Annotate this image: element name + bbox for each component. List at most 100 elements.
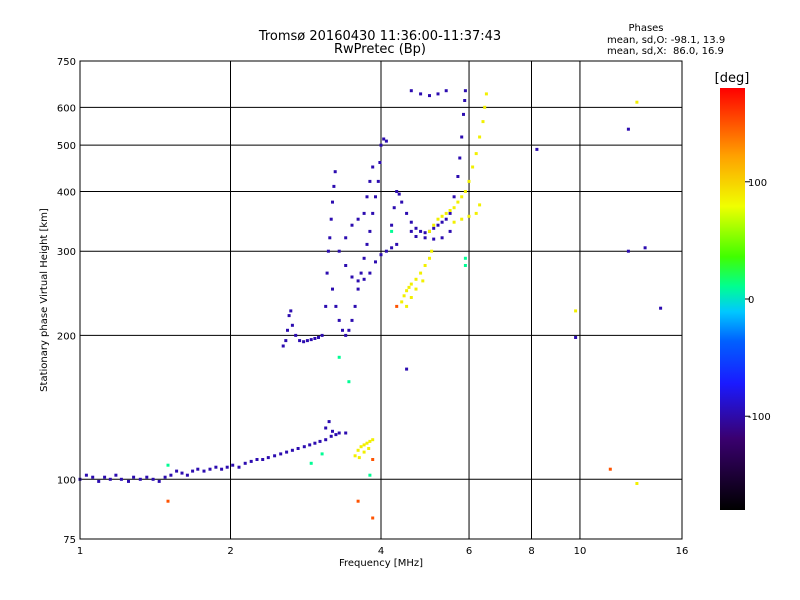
point-o-87 <box>376 179 380 183</box>
x-axis-label: Frequency [MHz] <box>339 558 423 569</box>
y-tick-label-400: 400 <box>57 187 76 198</box>
y-tick-label-75: 75 <box>63 535 76 546</box>
point-scattered-7 <box>337 355 341 359</box>
point-x-25 <box>432 223 436 227</box>
point-o-34 <box>279 452 283 456</box>
point-o-28 <box>243 461 247 465</box>
point-x-36 <box>474 152 478 156</box>
point-x-45 <box>478 203 482 207</box>
point-o-39 <box>308 443 312 447</box>
point-o-43 <box>329 434 333 438</box>
point-o-4 <box>103 475 107 479</box>
point-outliers-1 <box>356 499 360 503</box>
point-o-35 <box>285 450 289 454</box>
point-scattered-1 <box>368 473 372 477</box>
point-o-41 <box>318 439 322 443</box>
point-x-30 <box>452 206 456 210</box>
x-tick-label-8: 8 <box>528 546 534 557</box>
point-o-142 <box>436 92 440 96</box>
point-o-143 <box>444 89 448 93</box>
point-o-30 <box>255 458 259 461</box>
point-x-12 <box>405 289 409 293</box>
point-o-24 <box>220 467 224 471</box>
point-o-98 <box>368 179 372 183</box>
point-x-1 <box>356 448 360 452</box>
point-o-89 <box>379 143 383 147</box>
point-o-91 <box>384 139 388 143</box>
x-tick-label-1: 1 <box>77 546 83 557</box>
point-o-107 <box>384 249 388 253</box>
point-scattered-6 <box>463 264 467 267</box>
point-x-21 <box>409 296 413 299</box>
point-o-15 <box>169 473 173 477</box>
point-x-44 <box>474 211 478 215</box>
point-x-10 <box>400 300 404 304</box>
point-o-149 <box>574 336 578 339</box>
point-o-150 <box>405 367 409 371</box>
point-scattered-3 <box>320 452 324 456</box>
point-o-80 <box>356 287 360 291</box>
point-o-25 <box>225 465 229 469</box>
x-tick-label-16: 16 <box>676 546 689 557</box>
point-o-92 <box>337 249 341 253</box>
grid-lines <box>80 61 682 539</box>
point-outliers-3 <box>371 458 375 461</box>
point-x-35 <box>471 165 475 169</box>
point-o-124 <box>444 217 448 221</box>
y-tick-label-500: 500 <box>57 141 76 152</box>
point-o-58 <box>302 340 306 344</box>
point-o-10 <box>138 477 142 481</box>
point-o-73 <box>334 304 338 308</box>
point-x-9 <box>367 447 371 450</box>
point-o-108 <box>390 246 394 250</box>
point-x-42 <box>460 217 464 221</box>
y-tick-label-100: 100 <box>57 475 76 486</box>
point-o-38 <box>302 445 306 449</box>
point-o-139 <box>409 89 413 93</box>
point-o-44 <box>324 426 328 430</box>
point-o-103 <box>362 277 366 281</box>
point-x-34 <box>467 179 471 183</box>
data-points <box>78 89 663 520</box>
point-o-52 <box>286 328 289 332</box>
point-x-18 <box>428 256 431 260</box>
point-o-146 <box>626 249 630 253</box>
point-o-95 <box>356 217 360 221</box>
point-x-37 <box>478 135 482 139</box>
point-o-74 <box>337 318 341 322</box>
point-o-130 <box>462 112 465 116</box>
point-o-82 <box>362 256 366 260</box>
point-x-2 <box>359 445 363 449</box>
point-scattered-5 <box>463 256 467 260</box>
point-o-84 <box>368 229 372 233</box>
x-tick-label-2: 2 <box>227 546 233 557</box>
point-o-77 <box>347 328 351 332</box>
point-x-14 <box>409 282 413 286</box>
point-x-13 <box>407 285 411 289</box>
point-x-22 <box>414 287 418 291</box>
point-o-137 <box>414 235 418 238</box>
point-o-104 <box>368 271 372 275</box>
point-o-17 <box>180 471 184 475</box>
point-o-119 <box>423 231 427 235</box>
point-x-16 <box>419 271 423 275</box>
point-o-106 <box>379 253 383 257</box>
point-o-110 <box>390 223 394 227</box>
point-o-50 <box>281 344 285 348</box>
point-o-69 <box>331 200 334 204</box>
point-o-85 <box>371 211 375 215</box>
point-o-75 <box>341 328 344 332</box>
point-x-15 <box>414 277 418 281</box>
point-o-33 <box>273 454 277 458</box>
y-tick-label-600: 600 <box>57 103 76 114</box>
point-o-21 <box>202 469 206 473</box>
point-o-111 <box>392 206 396 210</box>
x-tick-labels: 1 2 4 6 8 10 16 <box>77 546 689 557</box>
point-o-93 <box>344 236 348 240</box>
point-o-148 <box>659 306 663 310</box>
point-x-3 <box>362 443 366 447</box>
point-x-0 <box>353 454 357 458</box>
point-o-5 <box>108 477 112 481</box>
point-o-46 <box>331 429 334 433</box>
point-o-134 <box>440 236 444 240</box>
